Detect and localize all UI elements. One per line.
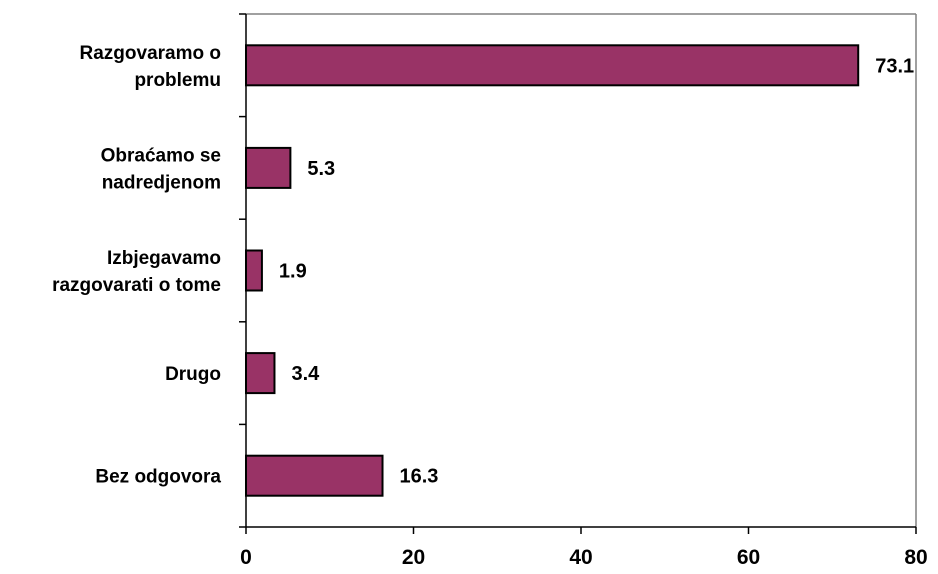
category-label: problemu [134,70,221,91]
category-label: nadredjenom [102,172,221,193]
category-label: Izbjegavamo [107,248,221,269]
bar [245,146,292,189]
x-axis-tick-label: 20 [402,546,425,569]
category-label: Drugo [165,364,221,385]
bar [245,44,860,87]
bar [245,249,263,292]
category-label: Bez odgovora [95,467,221,488]
bar-value-label: 73.1 [875,55,914,77]
category-labels-group: Razgovaramo o problemu Obraćamo se nadredje… [52,43,221,488]
x-axis-tick-label: 80 [904,546,927,569]
category-label: razgovarati o tome [52,275,221,296]
bar-value-label: 5.3 [307,158,335,180]
category-label: Obraćamo se [101,145,221,166]
data-labels-group: 73.1 5.3 1.9 3.4 16.3 [279,55,914,487]
plot-frame [239,13,917,528]
x-axis-tick-label: 0 [240,546,252,569]
x-axis-tick-label: 60 [737,546,760,569]
bar [245,454,384,497]
bar-value-label: 16.3 [400,466,439,488]
x-axis-tick-label: 40 [569,546,592,569]
category-label: Razgovaramo o [80,43,221,64]
bar-value-label: 3.4 [291,363,320,385]
bar [245,352,276,395]
x-axis-ticks-group: 0 20 40 60 80 [240,527,928,569]
bars-group [245,44,860,497]
bar-value-label: 1.9 [279,261,307,283]
